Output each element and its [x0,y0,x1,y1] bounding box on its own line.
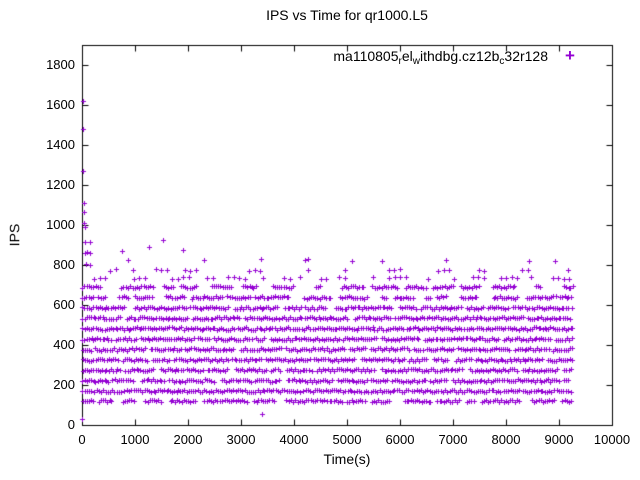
x-tick-label: 8000 [491,432,521,447]
y-tick-label: 200 [53,377,75,392]
y-tick-label: 800 [53,257,75,272]
y-tick-label: 1800 [46,57,75,72]
legend-label-text: el [401,48,413,64]
legend-label-subscript: w [412,56,420,67]
legend-plus-marker-icon: + [565,46,575,65]
x-tick-label: 2000 [173,432,203,447]
x-tick-label: 5000 [332,432,362,447]
legend-label: ma110805relwithdbg.cz12bc32r128 [230,48,548,67]
y-tick-label: 1200 [46,177,75,192]
y-tick-label: 1400 [46,137,75,152]
legend-label-text: ma110805 [333,48,399,64]
x-axis-label: Time(s) [323,451,371,467]
y-tick-label: 600 [53,297,75,312]
x-tick-label: 7000 [438,432,468,447]
y-tick-label: 400 [53,337,75,352]
chart-title: IPS vs Time for qr1000.L5 [266,7,428,23]
legend-label-subscript: c [499,56,505,67]
x-tick-label: 0 [78,432,86,447]
x-tick-label: 10000 [593,432,631,447]
y-tick-label: 1000 [46,217,75,232]
y-tick-label: 1600 [46,97,75,112]
y-tick-label: 0 [67,417,75,432]
legend-label-text: ithdbg.cz12b [420,48,500,64]
x-tick-label: 1000 [120,432,150,447]
x-tick-label: 4000 [279,432,309,447]
x-tick-label: 9000 [544,432,574,447]
x-tick-label: 3000 [226,432,256,447]
x-tick-label: 6000 [385,432,415,447]
legend-label-subscript: r [398,56,402,67]
legend-label-text: 32r128 [504,48,548,64]
